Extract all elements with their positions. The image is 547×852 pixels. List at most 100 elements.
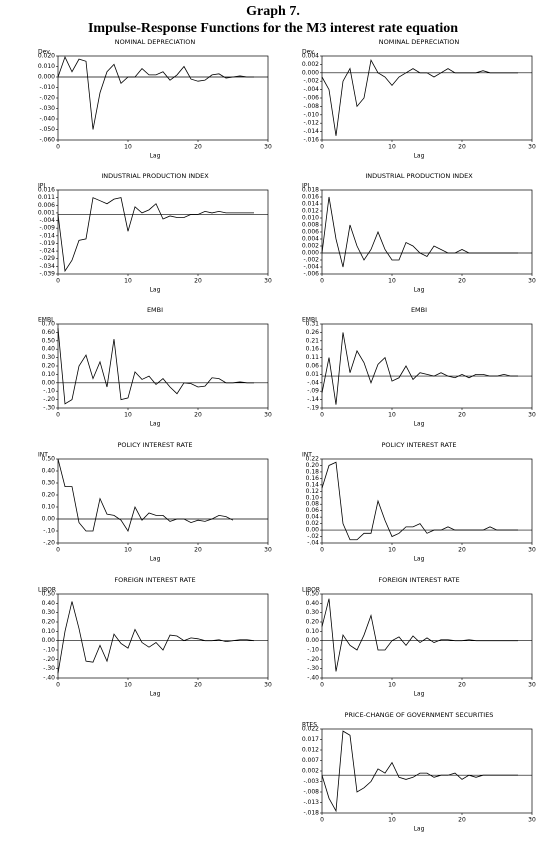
y-tick-label: -.034 xyxy=(39,263,55,270)
y-tick-label: -.012 xyxy=(303,120,319,127)
y-tick-label: -.060 xyxy=(39,137,55,144)
x-tick-label: 10 xyxy=(388,412,396,419)
y-tick-label: -.008 xyxy=(303,103,319,110)
y-tick-label: -.024 xyxy=(39,248,55,255)
y-tick-label: 0.14 xyxy=(306,481,320,488)
x-axis-label: Lag xyxy=(150,691,161,698)
x-tick-label: 0 xyxy=(320,278,324,285)
y-axis-label: INT xyxy=(302,452,312,459)
y-tick-label: 0.022 xyxy=(302,726,319,733)
x-tick-label: 20 xyxy=(194,547,202,554)
y-tick-label: -.19 xyxy=(307,405,319,412)
x-tick-label: 20 xyxy=(194,682,202,689)
plot-frame xyxy=(321,458,533,544)
x-axis-label: Lag xyxy=(414,153,425,160)
x-tick-label: 20 xyxy=(458,682,466,689)
x-tick-label: 10 xyxy=(388,547,396,554)
x-tick-label: 0 xyxy=(56,547,60,554)
x-tick-label: 30 xyxy=(264,412,272,419)
plot-frame xyxy=(321,728,533,814)
y-axis-label: IPI xyxy=(302,183,309,190)
x-tick-label: 10 xyxy=(388,682,396,689)
panel-title: EMBI xyxy=(147,306,163,314)
y-tick-label: -.010 xyxy=(303,111,319,118)
response-line xyxy=(57,197,254,273)
plot-frame xyxy=(321,323,533,409)
y-tick-label: 0.16 xyxy=(306,346,320,353)
x-tick-label: 30 xyxy=(528,144,536,151)
x-axis-label: Lag xyxy=(414,421,425,428)
y-tick-label: 0.50 xyxy=(42,337,56,344)
response-line xyxy=(321,332,518,405)
response-line xyxy=(321,59,518,136)
y-tick-label: -.10 xyxy=(307,647,319,654)
y-tick-label: 0.008 xyxy=(302,222,319,229)
x-tick-label: 20 xyxy=(458,817,466,824)
x-tick-label: 0 xyxy=(56,278,60,285)
x-tick-label: 20 xyxy=(458,547,466,554)
y-tick-label: 0.18 xyxy=(306,468,320,475)
figure-title: Impulse-Response Functions for the M3 in… xyxy=(88,21,458,36)
y-tick-label: -.039 xyxy=(39,271,55,278)
response-line xyxy=(321,461,518,541)
y-tick-label: -.14 xyxy=(307,396,319,403)
x-tick-label: 20 xyxy=(194,278,202,285)
y-tick-label: 0.20 xyxy=(306,619,320,626)
x-tick-label: 10 xyxy=(124,547,132,554)
y-tick-label: 0.012 xyxy=(302,208,319,215)
x-tick-label: 20 xyxy=(194,144,202,151)
y-tick-label: 0.20 xyxy=(42,619,56,626)
y-tick-label: -.004 xyxy=(39,217,55,224)
y-tick-label: 0.40 xyxy=(42,600,56,607)
x-tick-label: 30 xyxy=(264,682,272,689)
y-tick-label: 0.007 xyxy=(302,757,319,764)
y-tick-label: 0.006 xyxy=(302,229,319,236)
y-tick-label: 0.00 xyxy=(42,516,56,523)
y-tick-label: -.09 xyxy=(307,388,319,395)
y-tick-label: 0.70 xyxy=(42,321,56,328)
plot-frame xyxy=(321,55,533,141)
y-tick-label: 0.10 xyxy=(42,628,56,635)
y-axis-label: EMBI xyxy=(38,317,53,324)
y-tick-label: -.016 xyxy=(303,137,319,144)
y-tick-label: -.009 xyxy=(39,225,55,232)
y-axis-label: LIBOR xyxy=(38,587,56,594)
y-tick-label: 0.40 xyxy=(42,346,56,353)
y-tick-label: 0.017 xyxy=(302,736,319,743)
panel-title: EMBI xyxy=(411,306,427,314)
y-tick-label: 0.006 xyxy=(38,202,55,209)
y-tick-label: 0.02 xyxy=(306,520,320,527)
graph-number: Graph 7. xyxy=(246,4,300,19)
y-tick-label: 0.11 xyxy=(306,354,320,361)
y-tick-label: 0.00 xyxy=(306,637,320,644)
y-tick-label: 0.50 xyxy=(306,591,320,598)
y-tick-label: 0.00 xyxy=(42,637,56,644)
y-tick-label: 0.06 xyxy=(306,507,320,514)
y-tick-label: -.10 xyxy=(43,388,55,395)
x-tick-label: 20 xyxy=(194,412,202,419)
response-line xyxy=(57,56,254,130)
y-tick-label: -.04 xyxy=(307,379,319,386)
x-axis-label: Lag xyxy=(414,826,425,833)
y-tick-label: 0.20 xyxy=(306,462,320,469)
y-tick-label: 0.10 xyxy=(306,628,320,635)
y-tick-label: -.20 xyxy=(43,656,55,663)
panel-title: POLICY INTEREST RATE xyxy=(382,441,457,449)
y-tick-label: 0.01 xyxy=(306,371,320,378)
x-tick-label: 10 xyxy=(388,144,396,151)
y-axis-label: EMBI xyxy=(302,317,317,324)
y-tick-label: -.002 xyxy=(303,257,319,264)
x-tick-label: 30 xyxy=(528,682,536,689)
x-tick-label: 30 xyxy=(264,144,272,151)
y-tick-label: 0.10 xyxy=(306,494,320,501)
plot-frame xyxy=(57,189,269,275)
x-tick-label: 10 xyxy=(124,144,132,151)
plot-frame xyxy=(321,189,533,275)
y-tick-label: 0.004 xyxy=(302,53,319,60)
x-axis-label: Lag xyxy=(414,691,425,698)
y-tick-label: -.02 xyxy=(307,533,319,540)
y-tick-label: -.004 xyxy=(303,264,319,271)
y-tick-label: -.006 xyxy=(303,271,319,278)
y-axis-label: IPI xyxy=(38,183,45,190)
